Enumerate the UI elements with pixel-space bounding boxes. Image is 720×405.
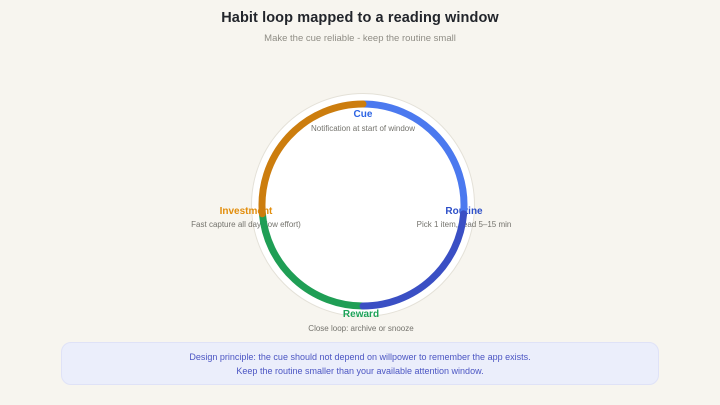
- page-subtitle: Make the cue reliable - keep the routine…: [264, 33, 456, 44]
- page-header: Habit loop mapped to a reading window Ma…: [0, 0, 720, 44]
- callout-line-1: Design principle: the cue should not dep…: [189, 351, 531, 362]
- investment-description: Fast capture all day (low effort): [191, 220, 301, 229]
- reward-label: Reward: [342, 309, 380, 320]
- segment-label-reward: Reward Close loop: archive or snooze: [308, 309, 413, 334]
- routine-description: Pick 1 item, read 5–15 min: [416, 220, 512, 229]
- habit-loop-diagram: Cue Notification at start of window Rout…: [191, 85, 511, 333]
- segment-label-routine: Routine Pick 1 item, read 5–15 min: [417, 206, 512, 230]
- segment-label-cue: Cue Notification at start of window: [311, 109, 415, 134]
- segment-label-investment: Investment Fast capture all day (low eff…: [191, 206, 301, 230]
- cue-description: Notification at start of window: [310, 124, 416, 133]
- cue-label: Cue: [353, 109, 373, 120]
- callout-line-2: Keep the routine smaller than your avail…: [236, 365, 484, 376]
- design-principle-callout: Design principle: the cue should not dep…: [61, 342, 659, 385]
- routine-label: Routine: [445, 206, 483, 217]
- reward-description: Close loop: archive or snooze: [308, 324, 414, 333]
- investment-label: Investment: [219, 206, 273, 217]
- page-title: Habit loop mapped to a reading window: [221, 10, 499, 26]
